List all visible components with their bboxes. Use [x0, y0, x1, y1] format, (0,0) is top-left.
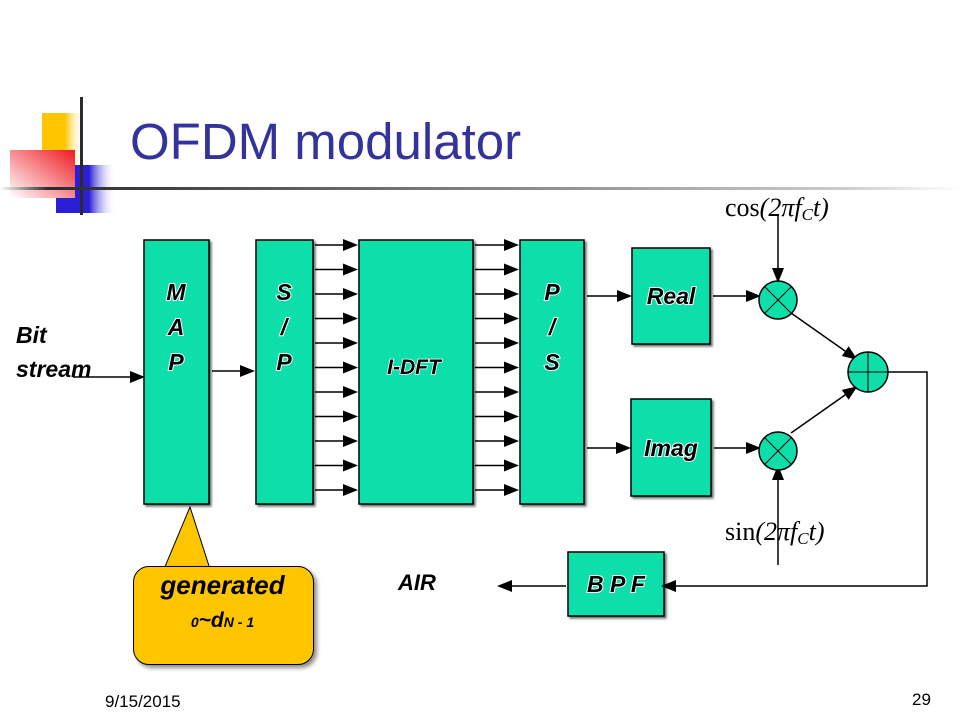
svg-text:Imag: Imag	[644, 435, 698, 461]
svg-text:P: P	[276, 349, 292, 375]
svg-text:A: A	[167, 314, 185, 340]
svg-text:M: M	[166, 279, 186, 305]
svg-text:P: P	[544, 279, 560, 305]
svg-text:S: S	[544, 349, 560, 375]
svg-text:I-DFT: I-DFT	[387, 356, 443, 379]
svg-text:B P F: B P F	[587, 571, 646, 597]
svg-text:S: S	[276, 279, 292, 305]
svg-text:Real: Real	[647, 283, 696, 309]
svg-text:P: P	[168, 349, 184, 375]
